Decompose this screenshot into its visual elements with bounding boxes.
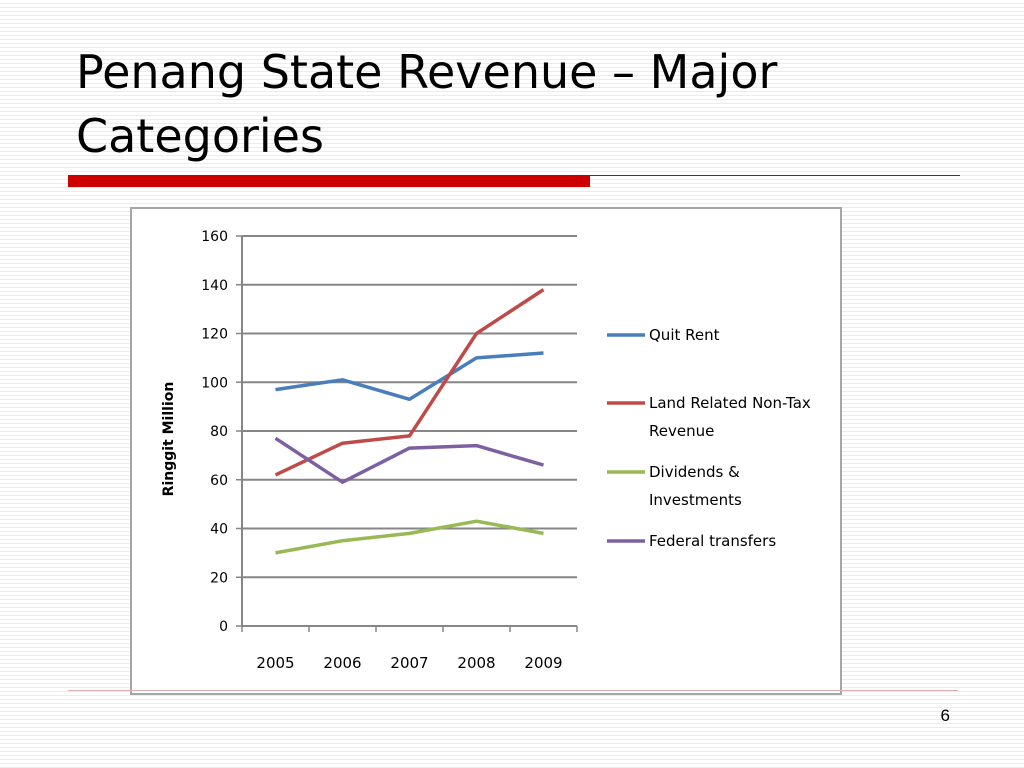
x-tick-label: 2006 bbox=[323, 654, 361, 672]
y-tick-label: 100 bbox=[201, 375, 228, 391]
y-tick-label: 120 bbox=[201, 327, 228, 343]
revenue-line-chart: 0 20 40 60 80 100 120 140 160 2005 2006 2007 2008 200… bbox=[161, 229, 811, 672]
legend-label: Investments bbox=[649, 491, 742, 509]
y-tick-label: 40 bbox=[210, 522, 228, 538]
y-tick-label: 140 bbox=[201, 278, 228, 294]
title-underline bbox=[590, 175, 960, 176]
legend-label: Dividends & bbox=[649, 463, 740, 481]
chart-frame: 0 20 40 60 80 100 120 140 160 2005 2006 2007 2008 200… bbox=[130, 207, 842, 695]
series-line-1 bbox=[275, 351, 544, 402]
legend-label: Land Related Non-Tax bbox=[649, 394, 811, 412]
series-line-3 bbox=[275, 519, 544, 555]
page-number: 6 bbox=[940, 706, 950, 725]
y-tick-label: 0 bbox=[219, 619, 228, 635]
x-tick-label: 2007 bbox=[390, 654, 428, 672]
legend-label: Federal transfers bbox=[649, 532, 776, 550]
series-line-4 bbox=[274, 436, 544, 484]
title-accent-bar bbox=[68, 175, 590, 187]
y-tick-label: 20 bbox=[210, 570, 228, 586]
y-tick-label: 80 bbox=[210, 424, 228, 440]
y-tick-label: 160 bbox=[201, 229, 228, 245]
footer-divider bbox=[68, 690, 958, 691]
legend-label: Quit Rent bbox=[649, 326, 720, 344]
slide-title: Penang State Revenue – Major Categories bbox=[76, 45, 778, 163]
x-tick-label: 2008 bbox=[457, 654, 495, 672]
x-tick-label: 2009 bbox=[524, 654, 562, 672]
legend-label: Revenue bbox=[649, 422, 714, 440]
series-line-2 bbox=[274, 288, 545, 477]
x-tick-label: 2005 bbox=[256, 654, 294, 672]
y-tick-label: 60 bbox=[210, 473, 228, 489]
y-axis-title: Ringgit Million bbox=[161, 382, 177, 497]
